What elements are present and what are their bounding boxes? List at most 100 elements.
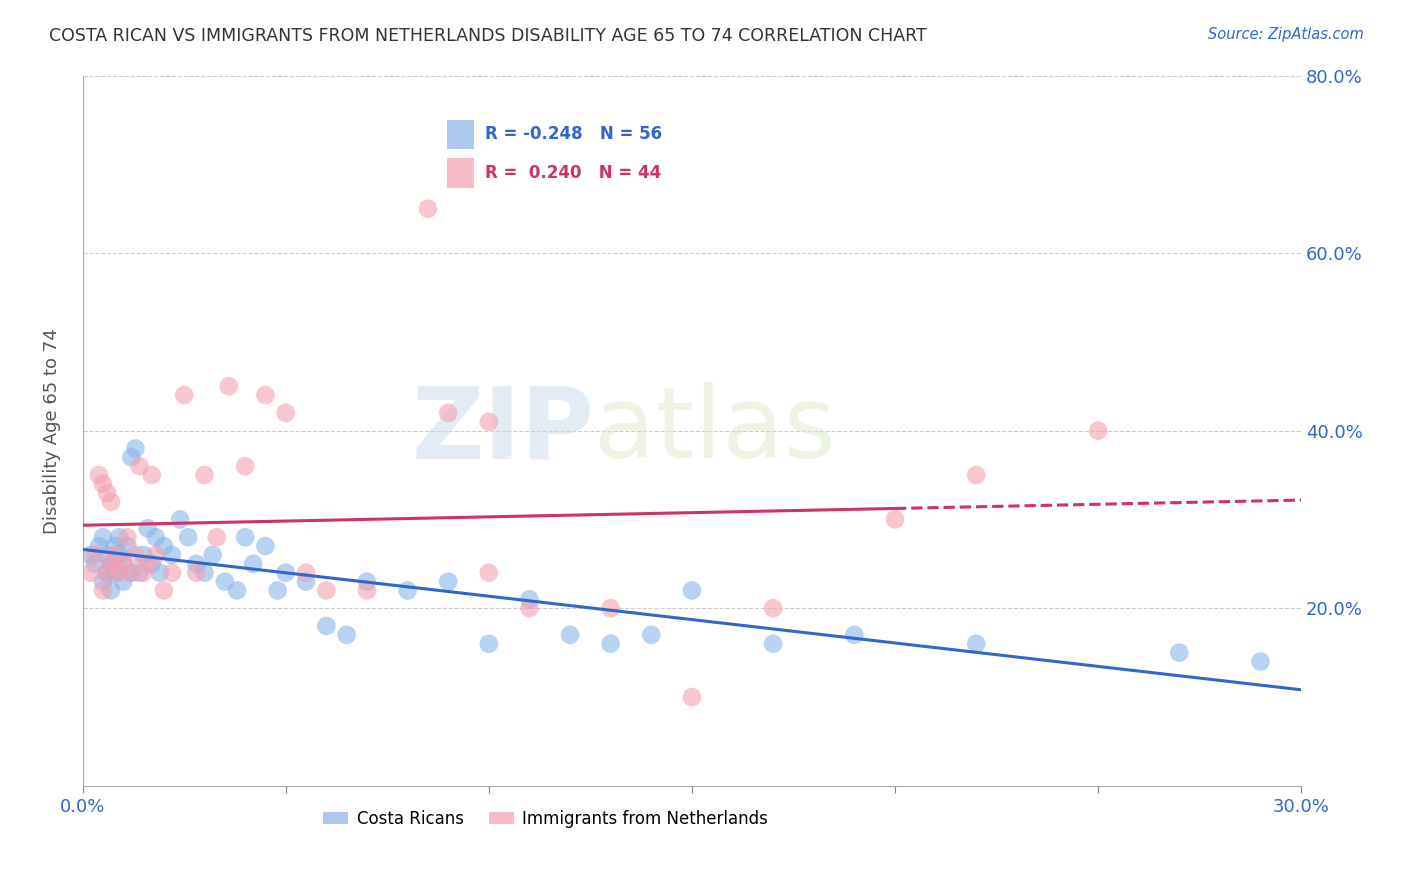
Point [173, 388, 195, 402]
Point [478, 637, 501, 651]
Point [478, 566, 501, 580]
Point [681, 583, 703, 598]
Point [437, 406, 460, 420]
Point [120, 450, 142, 465]
Point [96, 566, 118, 580]
Point [136, 557, 159, 571]
Point [149, 566, 172, 580]
Text: ZIP: ZIP [412, 382, 595, 479]
Point [186, 566, 208, 580]
Point [112, 574, 135, 589]
Point [965, 468, 987, 483]
Point [519, 601, 541, 615]
Point [141, 468, 163, 483]
Point [965, 637, 987, 651]
Point [336, 628, 359, 642]
Point [104, 566, 127, 580]
Point [169, 512, 191, 526]
Point [91, 477, 114, 491]
Point [153, 583, 176, 598]
Point [274, 406, 297, 420]
Y-axis label: Disability Age 65 to 74: Disability Age 65 to 74 [44, 327, 60, 533]
Point [254, 539, 277, 553]
Point [120, 566, 142, 580]
Point [599, 637, 621, 651]
Point [233, 459, 256, 474]
Point [83, 557, 105, 571]
Point [108, 530, 131, 544]
Point [315, 583, 337, 598]
Point [100, 494, 122, 508]
Point [242, 557, 264, 571]
Text: Source: ZipAtlas.com: Source: ZipAtlas.com [1208, 27, 1364, 42]
Point [762, 637, 785, 651]
Point [295, 566, 318, 580]
Point [160, 548, 183, 562]
Point [1087, 424, 1109, 438]
Point [128, 566, 150, 580]
Point [153, 539, 176, 553]
Point [599, 601, 621, 615]
Point [478, 415, 501, 429]
Point [132, 548, 155, 562]
Point [80, 566, 103, 580]
Point [91, 583, 114, 598]
Point [396, 583, 419, 598]
Point [519, 592, 541, 607]
Point [266, 583, 288, 598]
Point [762, 601, 785, 615]
Point [160, 566, 183, 580]
Point [108, 566, 131, 580]
Point [186, 557, 208, 571]
Point [117, 530, 139, 544]
Point [124, 442, 146, 456]
Point [87, 468, 110, 483]
Point [437, 574, 460, 589]
Point [100, 557, 122, 571]
Point [145, 548, 167, 562]
Point [356, 583, 378, 598]
Point [136, 521, 159, 535]
Point [844, 628, 866, 642]
Point [193, 566, 215, 580]
Point [96, 548, 118, 562]
Point [193, 468, 215, 483]
Point [640, 628, 662, 642]
Point [100, 557, 122, 571]
Point [132, 566, 155, 580]
Point [214, 574, 236, 589]
Point [96, 485, 118, 500]
Point [91, 530, 114, 544]
Legend: Costa Ricans, Immigrants from Netherlands: Costa Ricans, Immigrants from Netherland… [316, 803, 775, 834]
Point [87, 539, 110, 553]
Point [416, 202, 439, 216]
Point [884, 512, 907, 526]
Point [112, 557, 135, 571]
Point [201, 548, 224, 562]
Point [218, 379, 240, 393]
Point [108, 548, 131, 562]
Point [177, 530, 200, 544]
Point [145, 530, 167, 544]
Text: COSTA RICAN VS IMMIGRANTS FROM NETHERLANDS DISABILITY AGE 65 TO 74 CORRELATION C: COSTA RICAN VS IMMIGRANTS FROM NETHERLAN… [49, 27, 927, 45]
Point [295, 574, 318, 589]
Point [558, 628, 581, 642]
Point [112, 557, 135, 571]
Point [124, 548, 146, 562]
Point [117, 539, 139, 553]
Text: atlas: atlas [595, 382, 837, 479]
Point [1168, 646, 1191, 660]
Point [274, 566, 297, 580]
Point [96, 566, 118, 580]
Point [226, 583, 249, 598]
Point [141, 557, 163, 571]
Point [80, 548, 103, 562]
Point [1250, 655, 1272, 669]
Point [83, 548, 105, 562]
Point [233, 530, 256, 544]
Point [100, 583, 122, 598]
Point [128, 459, 150, 474]
Point [104, 548, 127, 562]
Point [356, 574, 378, 589]
Point [315, 619, 337, 633]
